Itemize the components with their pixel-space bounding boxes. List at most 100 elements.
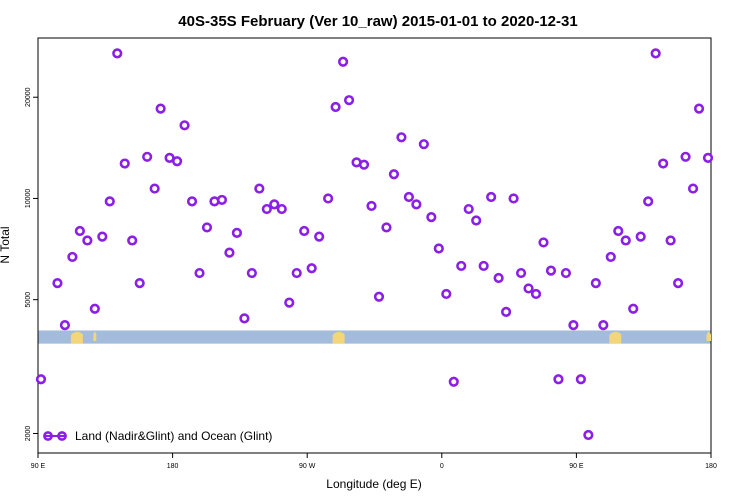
data-point: [478, 260, 489, 272]
y-tick-label: 10000: [25, 189, 32, 209]
data-point: [179, 120, 190, 131]
data-point: [665, 235, 676, 246]
data-point: [82, 235, 93, 246]
data-point: [680, 151, 691, 162]
data-point: [693, 103, 705, 114]
data-point: [486, 191, 497, 203]
x-tick-label: 90 W: [299, 463, 316, 470]
data-point: [620, 235, 631, 246]
data-point: [239, 313, 250, 324]
chart-title: 40S-35S February (Ver 10_raw) 2015-01-01…: [178, 13, 577, 30]
data-point: [127, 235, 138, 246]
data-point: [186, 196, 198, 207]
plot-area: [37, 37, 712, 454]
data-point: [403, 191, 414, 203]
data-point: [254, 183, 265, 194]
legend: Land (Nadir&Glint) and Ocean (Glint): [43, 429, 272, 443]
data-point: [74, 225, 85, 237]
x-tick-label: 90 E: [569, 463, 584, 470]
data-point: [171, 156, 183, 167]
data-point: [456, 260, 467, 272]
data-point: [515, 267, 527, 279]
x-tick-label: 180: [705, 463, 717, 470]
land-patch: [609, 331, 622, 344]
data-point: [553, 374, 564, 385]
data-point: [52, 278, 63, 289]
land-patch: [93, 331, 97, 342]
data-point: [201, 222, 213, 233]
data-point: [35, 374, 47, 385]
data-point: [530, 288, 542, 300]
data-point: [441, 288, 452, 300]
x-axis-label: Longitude (deg E): [326, 477, 421, 491]
y-tick-label: 5000: [25, 292, 32, 308]
land-patch: [332, 331, 345, 344]
legend-marker: [43, 431, 53, 441]
data-point: [501, 306, 512, 317]
data-point: [643, 196, 654, 207]
y-axis-label: N Total: [0, 226, 12, 263]
data-point: [284, 297, 295, 308]
data-point: [411, 199, 422, 210]
data-point: [67, 251, 78, 263]
data-point: [194, 267, 205, 279]
data-point: [59, 320, 71, 331]
data-point: [508, 193, 519, 204]
data-point: [142, 151, 153, 162]
data-point: [231, 227, 243, 238]
data-point: [134, 278, 145, 289]
data-point: [635, 231, 646, 242]
legend-marker: [57, 431, 67, 441]
data-point: [119, 158, 130, 169]
data-point: [112, 48, 123, 59]
data-point: [613, 225, 624, 237]
legend-label: Land (Nadir&Glint) and Ocean (Glint): [75, 429, 272, 443]
data-point: [299, 225, 310, 237]
data-point: [269, 199, 280, 210]
data-point: [97, 231, 108, 242]
land-patch: [70, 331, 83, 344]
data-point: [314, 231, 325, 242]
data-point: [545, 265, 557, 276]
data-point: [343, 95, 355, 106]
data-point: [216, 194, 228, 206]
data-point: [650, 48, 661, 59]
y-tick-label: 2000: [25, 426, 32, 442]
data-point: [418, 139, 429, 150]
data-point: [396, 132, 407, 143]
data-point: [568, 320, 579, 331]
data-point: [246, 267, 257, 279]
data-point: [104, 196, 115, 207]
y-axis: 2000 5000 10000 20000: [25, 87, 38, 441]
data-point: [388, 169, 400, 180]
data-point: [276, 203, 287, 215]
data-point: [291, 267, 302, 279]
data-point: [155, 103, 166, 114]
data-point: [330, 101, 341, 113]
data-point: [628, 303, 639, 314]
data-point: [560, 267, 572, 279]
y-tick-label: 20000: [25, 87, 32, 107]
data-point: [224, 247, 235, 258]
map-band: [38, 330, 711, 344]
data-point: [463, 203, 474, 215]
x-tick-label: 0: [440, 463, 444, 470]
data-point: [471, 215, 482, 226]
data-point: [381, 222, 392, 233]
data-point: [702, 152, 714, 164]
scatter-series: [35, 48, 714, 441]
data-point: [89, 303, 100, 314]
data-point: [433, 243, 444, 254]
data-point: [523, 283, 534, 294]
data-point: [323, 193, 334, 204]
data-point: [426, 212, 437, 223]
data-point: [493, 272, 504, 284]
x-tick-label: 180: [167, 463, 179, 470]
data-point: [366, 200, 377, 212]
data-point: [658, 158, 669, 169]
land-patch: [706, 331, 711, 342]
data-point: [672, 278, 684, 289]
ocean-band: [38, 330, 711, 344]
data-point: [583, 429, 594, 441]
